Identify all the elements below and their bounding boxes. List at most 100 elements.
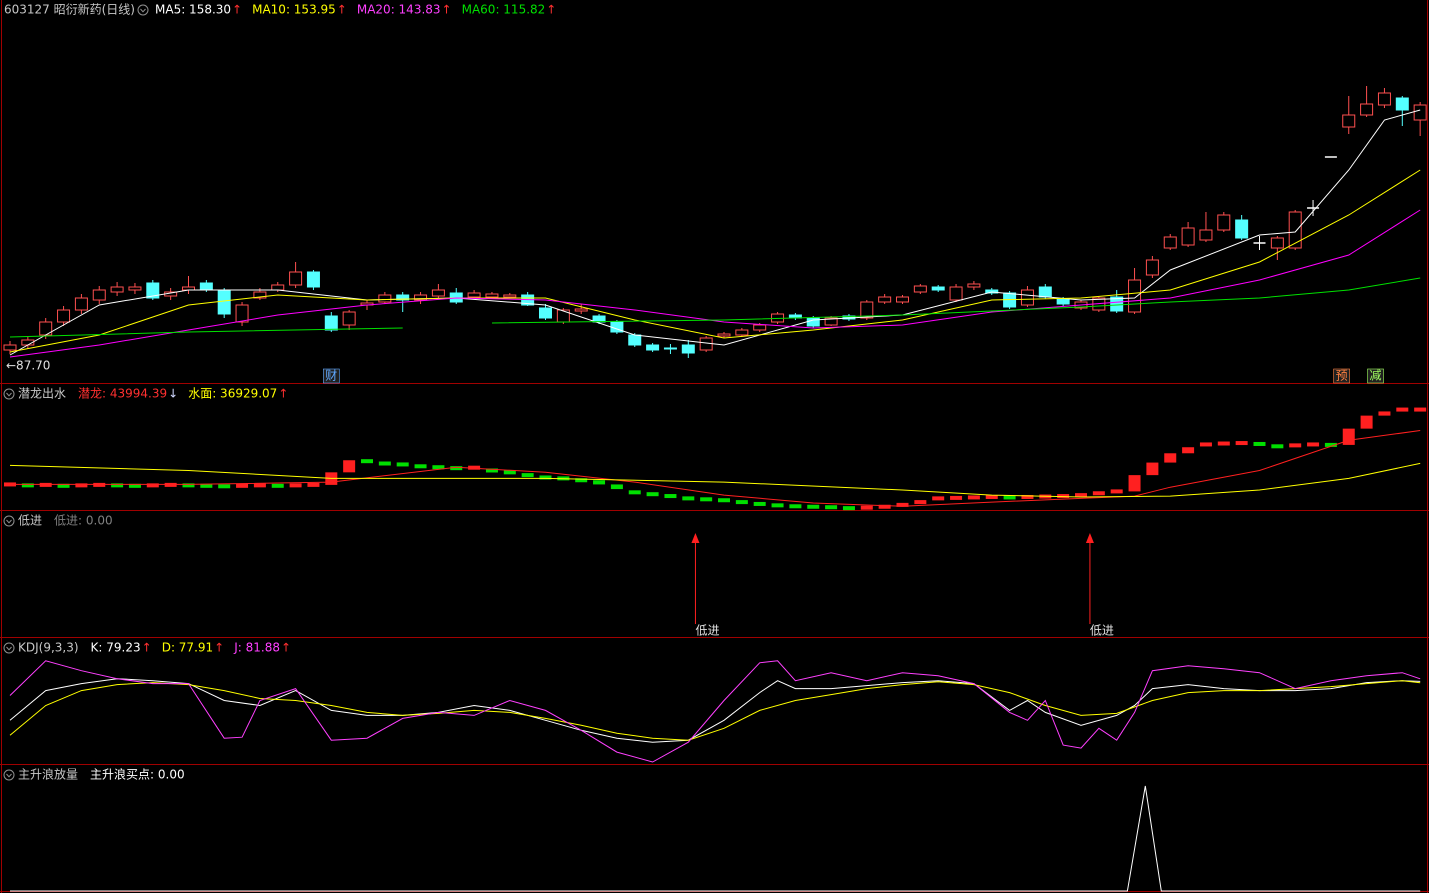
moving-average-line xyxy=(9,169,1421,353)
panel-menu-icon xyxy=(3,642,15,654)
candle-body xyxy=(1413,104,1427,121)
signal-bar xyxy=(271,483,284,488)
signal-bar xyxy=(807,504,820,509)
signal-bar xyxy=(289,483,302,488)
indicator-line xyxy=(9,462,1421,498)
signal-bar xyxy=(610,484,623,490)
signal-bar xyxy=(1414,407,1427,412)
signal-bar xyxy=(361,459,373,464)
legend-value: MA10: 153.95 xyxy=(252,3,336,17)
signal-bar xyxy=(1217,441,1230,446)
candle-body xyxy=(306,271,320,288)
candle-body xyxy=(931,286,945,291)
legend-arrow: ↑ xyxy=(142,641,152,655)
candle-body xyxy=(1235,219,1249,239)
candle-body xyxy=(57,309,71,323)
candle-body xyxy=(271,284,285,291)
legend-value: D: 77.91 xyxy=(162,641,213,655)
candle-body xyxy=(1199,229,1213,241)
panel-title: KDJ(9,3,3) xyxy=(18,641,79,655)
signal-bar xyxy=(396,462,409,467)
candle-body xyxy=(556,309,570,323)
candle-body xyxy=(92,289,106,301)
candle-body xyxy=(735,329,749,336)
candle-body xyxy=(967,283,981,288)
signal-bar xyxy=(1057,494,1070,499)
signal-bar xyxy=(1128,475,1141,492)
candle-body xyxy=(396,294,410,301)
legend-value: 主升浪买点: 0.00 xyxy=(90,767,185,782)
event-label: 减 xyxy=(1370,369,1382,383)
candle-body xyxy=(1270,237,1284,249)
candle-body xyxy=(1360,103,1374,116)
signal-bar xyxy=(1092,491,1105,496)
candle-body xyxy=(1217,214,1231,231)
signal-label: 低进 xyxy=(1090,624,1114,638)
legend-value: 潜龙: 43994.39 xyxy=(78,387,167,401)
candle-body xyxy=(806,317,820,327)
candle-body xyxy=(146,282,160,299)
candle-body xyxy=(1110,296,1124,312)
legend-arrow: ↑ xyxy=(442,3,452,17)
signal-label: 低进 xyxy=(695,624,719,638)
candle-body xyxy=(1163,236,1177,249)
candle-body xyxy=(913,285,927,293)
signal-bar xyxy=(1307,442,1320,447)
signal-bar xyxy=(128,483,141,488)
candle-body xyxy=(1128,279,1142,313)
signal-bar xyxy=(1342,428,1355,445)
candle-body xyxy=(1020,289,1034,306)
signal-bar xyxy=(57,483,70,488)
moving-average-line xyxy=(9,209,1421,358)
legend-value: MA60: 115.82 xyxy=(462,3,546,17)
candle-body xyxy=(485,293,499,298)
candle-body xyxy=(414,294,428,301)
signal-bar xyxy=(1003,495,1016,500)
signal-bar xyxy=(343,460,356,473)
legend-value: MA5: 158.30 xyxy=(155,3,231,17)
signal-bar xyxy=(842,506,855,511)
legend-value: MA20: 143.83 xyxy=(357,3,441,17)
signal-bar xyxy=(1182,447,1195,454)
panel-title: 主升浪放量 xyxy=(18,767,78,782)
signal-bar xyxy=(21,483,34,488)
candle-body xyxy=(378,294,392,303)
candle-body xyxy=(896,296,909,303)
candle-body xyxy=(1395,97,1409,111)
signal-bar xyxy=(1289,443,1302,448)
signal-bar xyxy=(593,480,606,485)
legend-arrow: ↑ xyxy=(337,3,347,17)
panel-menu-icon xyxy=(3,388,15,400)
legend-value: K: 79.23 xyxy=(91,641,141,655)
candle-body xyxy=(342,311,356,326)
candle-body xyxy=(235,304,249,323)
signal-bar xyxy=(575,478,588,483)
indicator-line xyxy=(10,430,1421,507)
candle-body xyxy=(253,291,267,299)
event-badge xyxy=(322,368,340,384)
signal-bar xyxy=(735,500,748,505)
signal-bar xyxy=(914,500,927,505)
signal-bar xyxy=(878,504,891,509)
candle-body xyxy=(289,271,303,286)
signal-bar xyxy=(682,496,695,501)
low-price-label: ←87.70 xyxy=(6,359,50,373)
candle-body xyxy=(949,286,963,301)
signal-arrow-head xyxy=(691,533,700,543)
legend-arrow: ↑ xyxy=(281,641,291,655)
signal-bar xyxy=(218,484,231,489)
signal-arrow-head xyxy=(1085,533,1094,543)
panel-menu-icon xyxy=(6,392,12,397)
signal-bar xyxy=(111,483,124,488)
signal-bar xyxy=(307,482,320,487)
signal-bar xyxy=(932,496,945,501)
candle-body xyxy=(128,286,142,291)
signal-bar xyxy=(485,468,498,473)
signal-bar xyxy=(628,490,641,495)
legend-arrow: ↓ xyxy=(168,387,178,401)
signal-bar xyxy=(521,473,534,478)
candle-body xyxy=(467,292,481,298)
candle-body xyxy=(681,344,695,354)
signal-bar xyxy=(1378,411,1391,416)
